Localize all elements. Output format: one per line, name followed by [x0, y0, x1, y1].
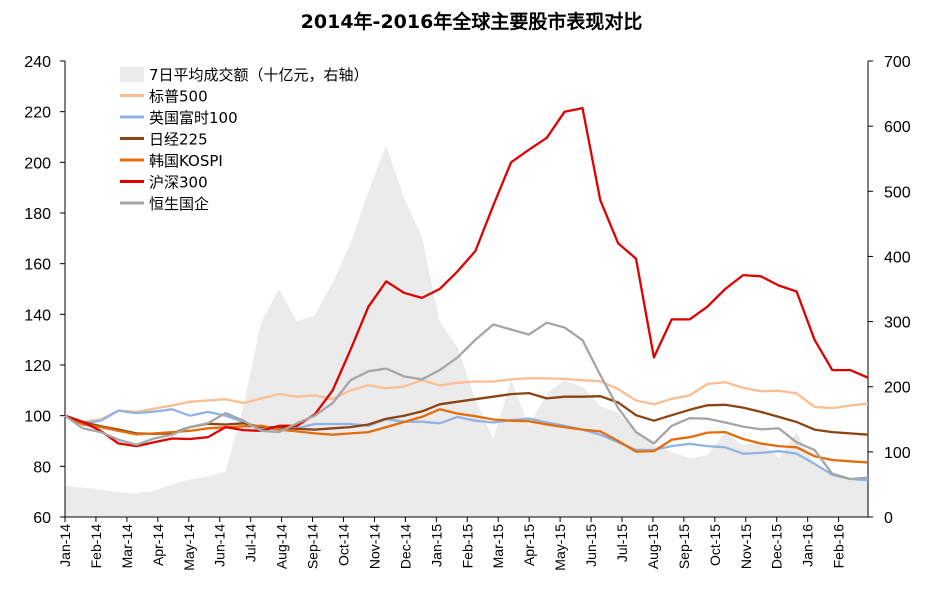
series-line: [64, 408, 869, 482]
volume-area-layer: [65, 145, 868, 517]
series-lines: [64, 106, 869, 482]
x-tick-label: Dec-15: [769, 524, 785, 569]
x-tick-label: Nov-15: [738, 524, 754, 569]
x-tick-label: May-15: [552, 524, 568, 571]
series-line: [64, 377, 869, 424]
legend-label: 日经225: [149, 131, 208, 149]
x-tick-label: Nov-14: [366, 524, 382, 569]
left-tick-label: 200: [24, 155, 51, 172]
right-tick-label: 500: [884, 184, 911, 201]
x-tick-label: Oct-15: [707, 524, 723, 566]
legend-label: 沪深300: [149, 174, 208, 192]
x-tick-label: Feb-15: [459, 524, 475, 569]
x-tick-label: May-14: [181, 524, 197, 571]
left-tick-label: 60: [33, 510, 51, 527]
legend-swatch: [120, 67, 144, 82]
legend-label: 标普500: [149, 88, 208, 106]
left-tick-label: 100: [24, 409, 51, 426]
left-tick-label: 180: [24, 206, 51, 223]
x-tick-label: Aug-14: [274, 524, 290, 569]
x-tick-label: Sep-15: [676, 524, 692, 569]
volume-area: [65, 145, 868, 517]
legend-label: 英国富时100: [149, 109, 238, 127]
x-tick-label: Dec-14: [397, 524, 413, 569]
x-tick-label: Aug-15: [645, 524, 661, 569]
x-tick-label: Jan-14: [57, 524, 73, 567]
x-tick-label: Jan-15: [428, 524, 444, 567]
series-line: [64, 106, 869, 448]
x-tick-label: Jul-15: [614, 524, 630, 562]
right-tick-label: 100: [884, 445, 911, 462]
left-tick-label: 80: [33, 459, 51, 476]
x-tick-label: Oct-14: [335, 524, 351, 566]
legend-label: 韩国KOSPI: [149, 152, 223, 170]
chart-title: 2014年-2016年全球主要股市表现对比: [301, 10, 643, 33]
right-tick-label: 300: [884, 315, 911, 332]
right-tick-label: 400: [884, 249, 911, 266]
x-tick-label: Jun-15: [583, 524, 599, 567]
series-line: [64, 408, 869, 464]
right-tick-label: 0: [884, 510, 893, 527]
right-tick-label: 600: [884, 119, 911, 136]
left-tick-label: 160: [24, 257, 51, 274]
x-tick-label: Apr-15: [521, 524, 537, 566]
x-tick-label: Jul-14: [243, 524, 259, 562]
right-tick-label: 200: [884, 380, 911, 397]
x-tick-label: Feb-16: [831, 524, 847, 569]
x-tick-label: Apr-14: [150, 524, 166, 566]
x-tick-label: Mar-15: [490, 524, 506, 569]
x-tick-label: Feb-14: [88, 524, 104, 569]
legend: 7日平均成交额（十亿元，右轴） 标普500 英国富时100 日经225 韩国KOSPI 沪…: [120, 66, 369, 213]
left-tick-label: 220: [24, 105, 51, 122]
legend-label: 7日平均成交额（十亿元，右轴）: [149, 66, 369, 84]
right-tick-label: 700: [884, 54, 911, 71]
x-tick-label: Jan-16: [800, 524, 816, 567]
left-tick-label: 140: [24, 307, 51, 324]
legend-label: 恒生国企: [149, 195, 209, 213]
x-tick-label: Sep-14: [305, 524, 321, 569]
series-line: [64, 321, 869, 481]
left-tick-label: 120: [24, 358, 51, 375]
x-tick-label: Mar-14: [119, 524, 135, 569]
x-tick-label: Jun-14: [212, 524, 228, 567]
axes: 60 80 100 120 140 160 180 200 220 240 0 100 200 300 40…: [24, 54, 911, 571]
left-tick-label: 240: [24, 54, 51, 71]
